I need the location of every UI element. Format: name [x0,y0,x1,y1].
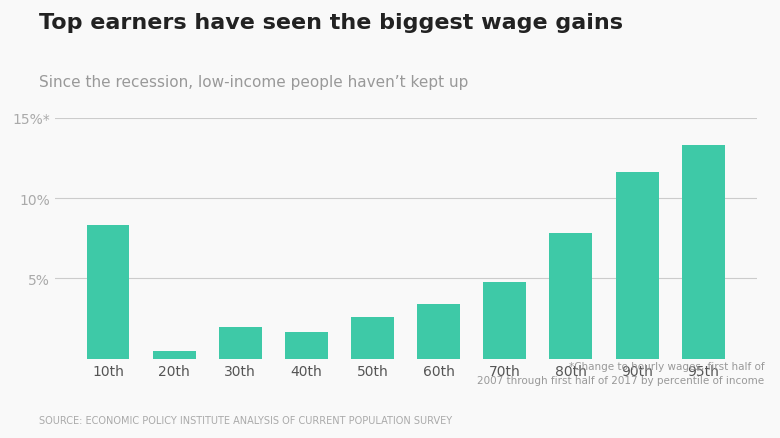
Bar [351,318,394,359]
Bar [615,173,658,359]
Text: Since the recession, low-income people haven’t kept up: Since the recession, low-income people h… [39,74,468,89]
Bar [549,234,593,359]
Text: Top earners have seen the biggest wage gains: Top earners have seen the biggest wage g… [39,13,623,33]
Bar [218,327,262,359]
Text: SOURCE: ECONOMIC POLICY INSTITUTE ANALYSIS OF CURRENT POPULATION SURVEY: SOURCE: ECONOMIC POLICY INSTITUTE ANALYS… [39,415,452,425]
Bar [484,282,527,359]
Bar [682,145,725,359]
Bar [87,226,129,359]
Bar [285,332,328,359]
Bar [417,304,460,359]
Bar [153,351,196,359]
Text: *Change to hourly wages, first half of
2007 through first half of 2017 by percen: *Change to hourly wages, first half of 2… [477,361,764,385]
